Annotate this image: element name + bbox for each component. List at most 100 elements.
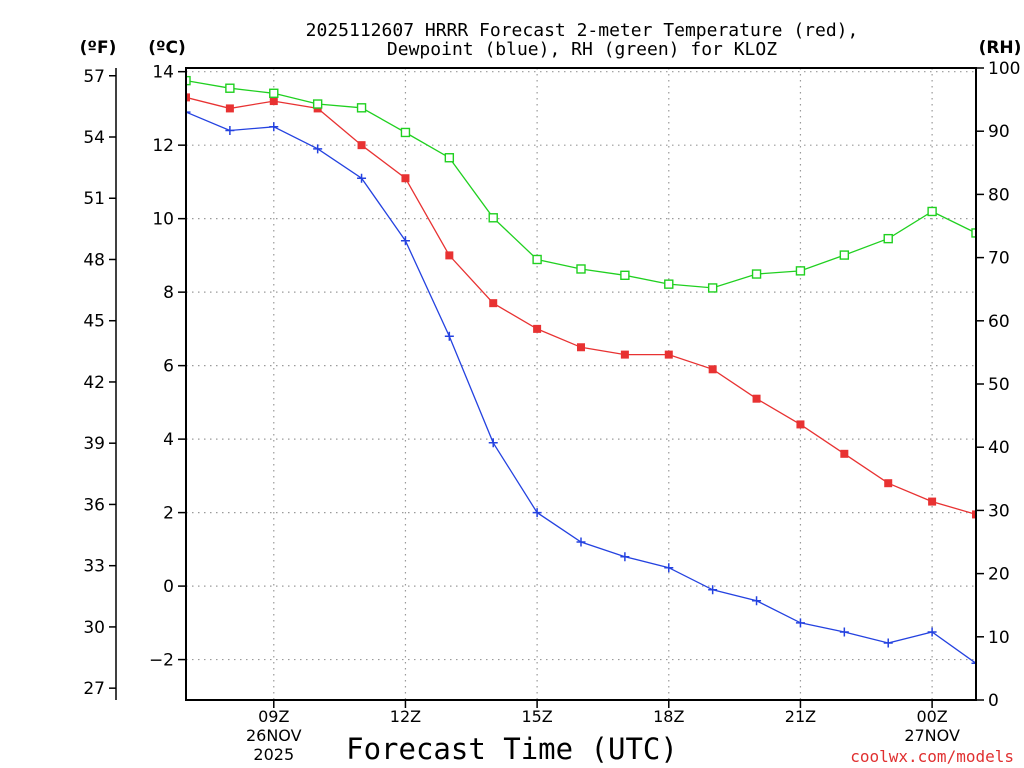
temperature-point [401,174,410,183]
rh-point [664,279,674,289]
rh-tick-label: 70 [988,249,1010,269]
rh-point [444,153,455,163]
dewpoint-point [576,537,586,547]
rh-point [751,269,762,279]
watermark: coolwx.com/models [850,747,1014,766]
rh-point [927,206,937,217]
rh-point [488,213,498,223]
dewpoint-point [444,331,454,341]
fahrenheit-tick-label: 51 [83,189,105,209]
chart-title-line2: Dewpoint (blue), RH (green) for KLOZ [387,39,777,60]
dewpoint-point [883,638,893,648]
fahrenheit-tick-label: 33 [83,557,105,577]
fahrenheit-tick-label: 39 [83,434,105,454]
rh-tick-label: 50 [988,375,1010,395]
rh-point [971,228,976,238]
fahrenheit-tick-label: 54 [83,128,105,148]
temperature-point [225,104,234,113]
rh-tick-label: 20 [988,565,1010,585]
dewpoint-point [400,236,410,246]
temperature-point [972,510,976,519]
celsius-tick-label: −2 [149,651,174,671]
rh-point [312,99,323,109]
celsius-tick-label: 2 [163,504,174,524]
series-group [186,75,976,668]
fahrenheit-tick-label: 42 [83,373,105,393]
fahrenheit-tick-label: 45 [83,312,105,332]
rh-point [707,283,718,293]
dewpoint-point [225,125,235,135]
dewpoint-point [927,627,937,637]
celsius-tick-label: 10 [152,210,174,230]
axes: 575451484542393633302714121086420−210090… [83,59,1020,764]
x-date-label: 26NOV [246,726,302,745]
temperature-point [489,299,498,308]
fahrenheit-unit-label: (ºF) [80,38,117,58]
fahrenheit-tick-label: 30 [83,618,105,638]
temperature-point [752,394,761,403]
rh-tick-label: 60 [988,312,1010,332]
fahrenheit-tick-label: 48 [83,250,105,270]
x-tick-label: 09Z [258,707,289,726]
x-tick-label: 00Z [916,707,947,726]
celsius-tick-label: 0 [163,577,174,597]
chart-title-line1: 2025112607 HRRR Forecast 2-meter Tempera… [306,20,859,41]
rh-tick-label: 0 [988,691,999,711]
x-tick-label: 15Z [521,707,552,726]
rh-point [269,88,279,98]
temperature-point [884,479,893,488]
x-date-label: 27NOV [904,726,960,745]
rh-tick-label: 40 [988,438,1010,458]
temperature-point [708,365,717,374]
dewpoint-point [708,585,718,595]
plot-frame [185,67,977,701]
dewpoint-point [839,627,849,637]
dewpoint-point [795,618,805,628]
fahrenheit-tick-label: 36 [83,495,105,515]
temperature-point [269,97,278,106]
temperature-point [928,497,937,506]
temperature-point [840,449,849,458]
celsius-unit-label: (ºC) [148,38,186,58]
temperature-point [533,324,542,333]
rh-tick-label: 10 [988,628,1010,648]
rh-point [400,127,411,138]
temperature-point [664,350,673,359]
dewpoint-point [313,144,323,154]
dewpoint-point [620,552,630,562]
rh-point [883,233,893,244]
x-tick-label: 21Z [785,707,816,726]
dewpoint-point [752,596,762,606]
rh-tick-label: 90 [988,122,1010,142]
dewpoint-point [186,107,191,117]
celsius-tick-label: 8 [163,283,174,303]
fahrenheit-tick-label: 57 [83,67,105,87]
temperature-point [577,343,585,352]
dewpoint-point [357,173,367,183]
rh-point [839,250,850,260]
celsius-tick-label: 12 [152,136,174,156]
dewpoint-point [269,122,279,132]
rh-point [532,254,542,265]
x-tick-label: 12Z [390,707,421,726]
temperature-point [186,93,190,102]
dewpoint-point [664,563,674,573]
temperature-point [357,141,366,150]
temperature-point [445,251,454,260]
celsius-tick-label: 4 [163,430,174,450]
dewpoint-point [532,508,542,518]
rh-point [356,103,367,113]
rh-point [186,75,191,86]
rh-tick-label: 30 [988,501,1010,521]
celsius-tick-label: 14 [152,63,174,83]
rh-point [225,83,235,93]
rh-point [576,264,586,274]
rh-point [795,266,806,276]
rh-point [620,270,630,280]
x-year-label: 2025 [253,745,294,764]
celsius-tick-label: 6 [163,357,174,377]
x-tick-label: 18Z [653,707,684,726]
temperature-point [796,420,805,429]
